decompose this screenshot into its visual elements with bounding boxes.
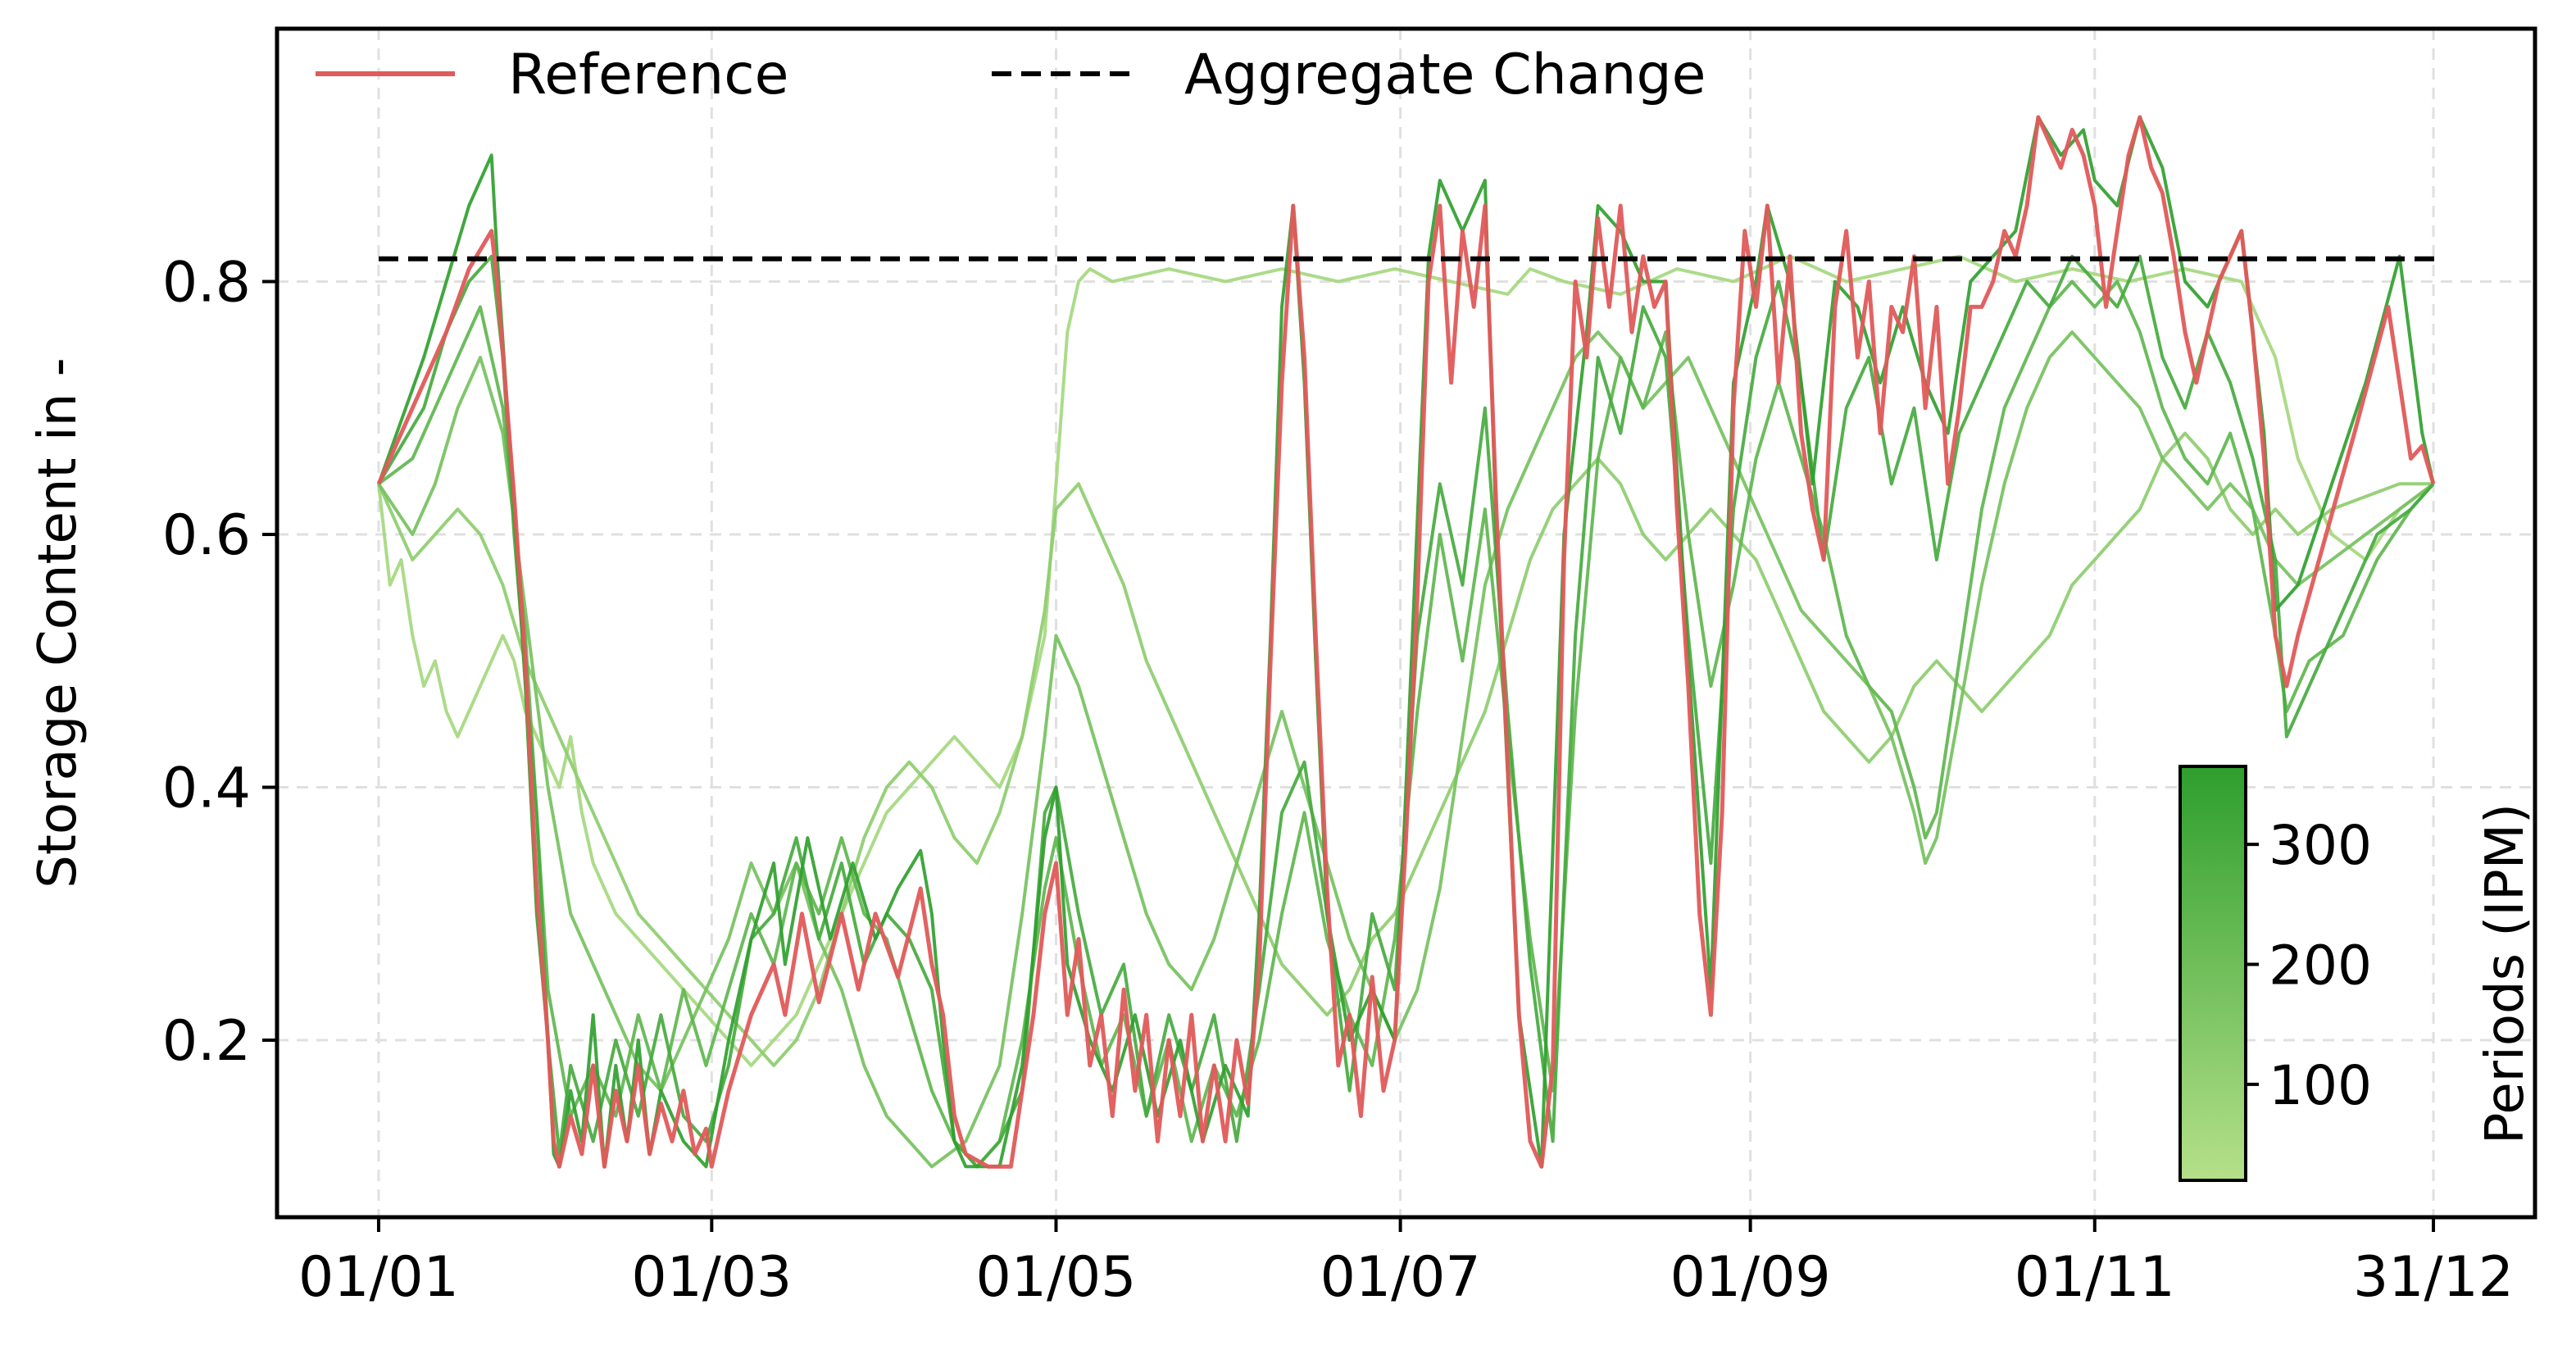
period-series-line xyxy=(377,116,2435,1169)
y-axis-ticks: 0.2 0.4 0.6 0.8 xyxy=(162,251,277,1074)
period-series-line xyxy=(377,431,2433,1067)
x-tick-label: 01/11 xyxy=(2015,1245,2175,1310)
y-tick-label: 0.2 xyxy=(162,1009,251,1074)
reference-series-group xyxy=(376,115,2436,1169)
legend-reference-label: Reference xyxy=(508,43,788,107)
x-tick-label: 01/05 xyxy=(975,1245,1136,1310)
colorbar-tick-label: 200 xyxy=(2269,934,2372,998)
colorbar: 100 200 300 Periods (IPM) xyxy=(2178,765,2536,1182)
x-axis-ticks: 01/01 01/03 01/05 01/07 01/09 01/11 31/12 xyxy=(298,1217,2514,1310)
x-tick-label: 31/12 xyxy=(2353,1245,2514,1310)
period-series-group xyxy=(377,116,2435,1169)
y-tick-label: 0.4 xyxy=(162,757,251,821)
legend-aggregate-label: Aggregate Change xyxy=(1184,43,1706,107)
y-tick-label: 0.6 xyxy=(162,503,251,568)
period-series-line xyxy=(377,254,2435,1067)
legend: Reference Aggregate Change xyxy=(316,43,1706,107)
colorbar-tick-label: 100 xyxy=(2269,1054,2372,1117)
colorbar-label: Periods (IPM) xyxy=(2475,803,2536,1144)
x-tick-label: 01/09 xyxy=(1670,1245,1831,1310)
plot-area-frame xyxy=(275,26,2537,1220)
colorbar-tick-label: 300 xyxy=(2269,814,2372,877)
y-axis-title: Storage Content in - xyxy=(28,357,89,888)
x-tick-label: 01/01 xyxy=(298,1245,459,1310)
y-tick-label: 0.8 xyxy=(162,251,251,316)
colorbar-ticks: 100 200 300 xyxy=(2246,814,2372,1117)
grid-lines xyxy=(277,29,2535,1217)
reference-series-line xyxy=(376,115,2436,1169)
x-tick-label: 01/07 xyxy=(1320,1245,1481,1310)
x-tick-label: 01/03 xyxy=(631,1245,792,1310)
colorbar-gradient xyxy=(2178,765,2247,1182)
period-series-line xyxy=(377,330,2435,1169)
